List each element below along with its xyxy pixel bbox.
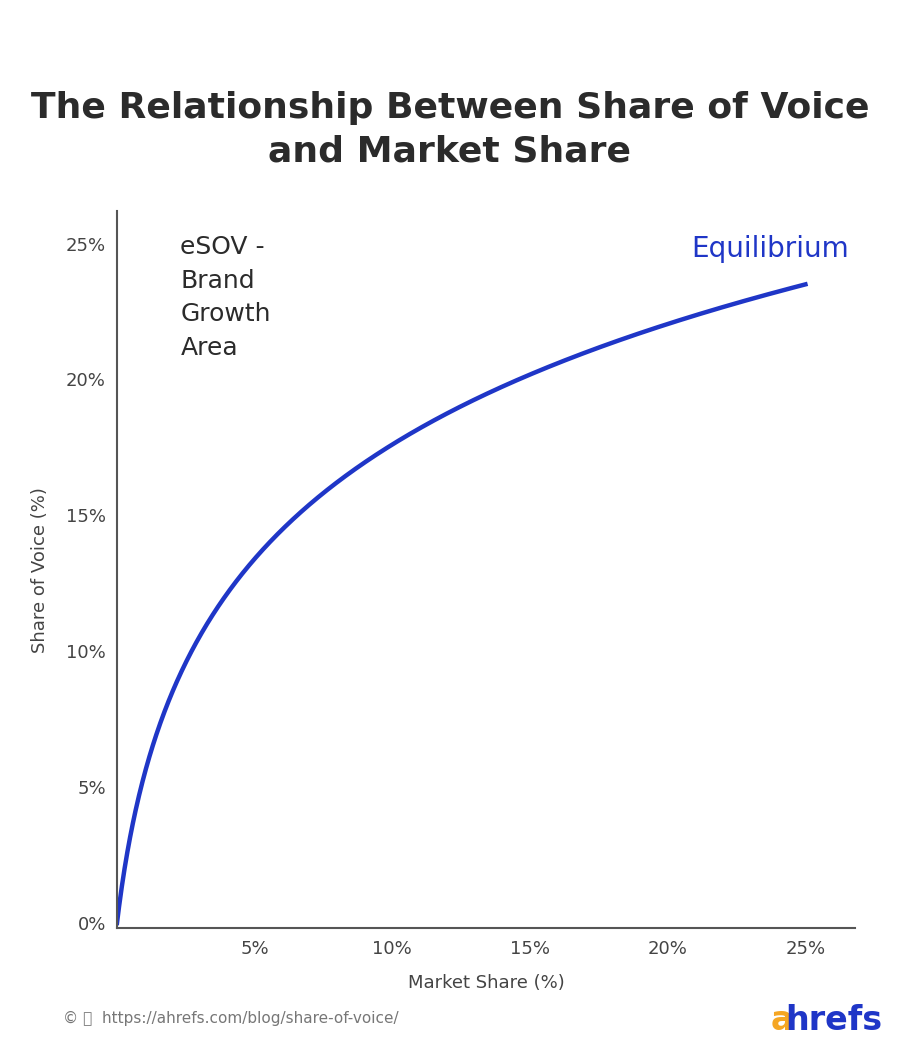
Y-axis label: Share of Voice (%): Share of Voice (%) xyxy=(32,486,50,653)
Text: Equilibrium: Equilibrium xyxy=(692,235,850,264)
Text: hrefs: hrefs xyxy=(786,1003,883,1037)
Text: eSOV -
Brand
Growth
Area: eSOV - Brand Growth Area xyxy=(180,235,271,360)
Text: a: a xyxy=(770,1003,793,1037)
X-axis label: Market Share (%): Market Share (%) xyxy=(408,974,564,992)
Text: © ⓘ  https://ahrefs.com/blog/share-of-voice/: © ⓘ https://ahrefs.com/blog/share-of-voi… xyxy=(63,1011,399,1025)
Text: The Relationship Between Share of Voice
and Market Share: The Relationship Between Share of Voice … xyxy=(31,92,869,169)
